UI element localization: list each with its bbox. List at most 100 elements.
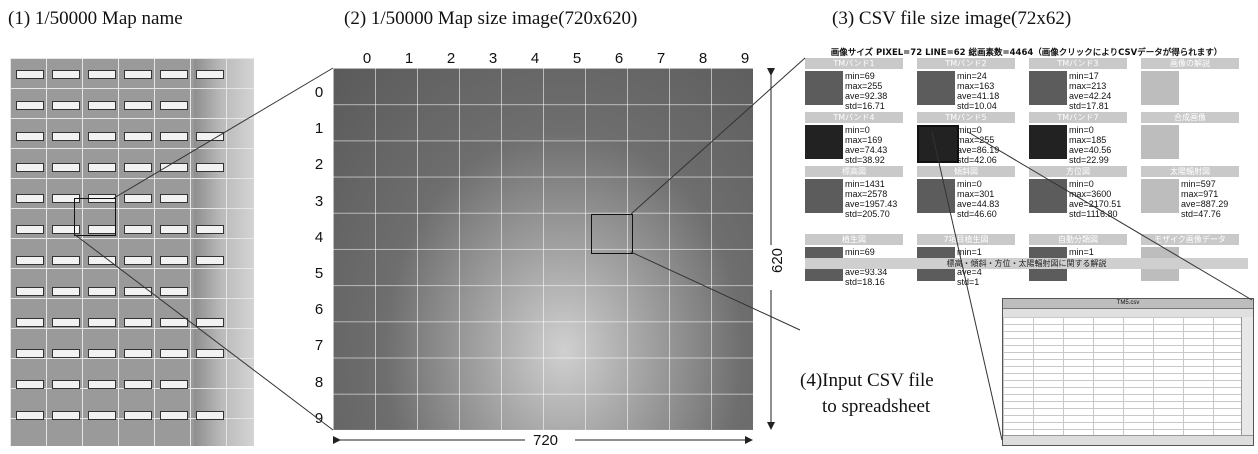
band-cell[interactable]: TMバンド3 min=17 max=213 ave=42.24 std=17.81 xyxy=(1029,58,1127,111)
band-thumbnail[interactable] xyxy=(1141,125,1179,159)
spreadsheet-cells[interactable] xyxy=(1003,317,1241,435)
band-stats: min=0 max=169 ave=74.43 std=38.92 xyxy=(845,125,887,165)
stat-line: max=213 xyxy=(1069,81,1107,91)
stat-line: max=971 xyxy=(1181,189,1219,199)
y-tick-label: 6 xyxy=(314,301,324,319)
map-sheet-name xyxy=(16,225,44,234)
band-thumbnail[interactable] xyxy=(1141,71,1179,105)
spreadsheet-window: TM5.csv xyxy=(1002,298,1254,446)
band-cell[interactable]: 傾斜図 min=0 max=301 ave=44.83 std=46.60 xyxy=(917,166,1015,219)
band-thumbnail[interactable] xyxy=(917,71,955,105)
y-tick-label: 0 xyxy=(314,84,324,101)
band-label: 方位図 xyxy=(1029,166,1127,177)
band-label: 自動分類図 xyxy=(1029,234,1127,245)
stat-line: ave=74.43 xyxy=(845,145,888,155)
band-cell[interactable]: 太陽輻射図 min=597 max=971 ave=887.29 std=47.76 xyxy=(1141,166,1239,219)
map-sheet-name xyxy=(160,349,188,358)
stat-line: min=0 xyxy=(1069,125,1094,135)
band-stats: min=0 max=3600 ave=2170.51 std=1116.80 xyxy=(1069,179,1121,219)
x-tick-label: 8 xyxy=(698,50,708,67)
caption-input-csv-line1: (4)Input CSV file xyxy=(800,370,934,391)
stat-line: ave=1957.43 xyxy=(845,199,898,209)
band-thumbnail[interactable] xyxy=(1029,71,1067,105)
stat-line: std=38.92 xyxy=(845,155,885,165)
map-sheet-name xyxy=(52,163,80,172)
height-label: 620 xyxy=(769,244,787,277)
stat-line: min=1 xyxy=(1069,247,1094,257)
band-cell[interactable]: TMバンド1 min=69 max=255 ave=92.38 std=16.71 xyxy=(805,58,903,111)
map-sheet-name xyxy=(160,101,188,110)
map-sheet-name xyxy=(160,70,188,79)
band-thumbnail[interactable] xyxy=(1029,179,1067,213)
x-tick-label: 0 xyxy=(362,50,372,67)
stat-line: max=169 xyxy=(845,135,883,145)
band-thumbnail[interactable] xyxy=(805,125,843,159)
map-sheet-name xyxy=(52,132,80,141)
band-stats: min=1 xyxy=(1069,247,1094,257)
band-label: TMバンド5 xyxy=(917,112,1015,123)
horizontal-scrollbar[interactable] xyxy=(1003,435,1253,445)
band-cell[interactable]: TMバンド5 min=0 max=255 ave=86.19 std=42.06 xyxy=(917,112,1015,165)
map-sheet-name xyxy=(124,101,152,110)
stat-line: max=163 xyxy=(957,81,995,91)
map-sheet-name xyxy=(160,380,188,389)
stat-line: min=24 xyxy=(957,71,987,81)
band-label: 7項目植生図 xyxy=(917,234,1015,245)
stat-line: min=69 xyxy=(845,247,875,257)
stat-line: min=0 xyxy=(845,125,870,135)
stat-line: min=17 xyxy=(1069,71,1099,81)
map-sheet-name xyxy=(124,256,152,265)
stat-line: max=255 xyxy=(957,135,995,145)
stat-line: max=301 xyxy=(957,189,995,199)
band-stats: min=0 max=185 ave=40.56 std=22.99 xyxy=(1069,125,1111,165)
band-thumbnail[interactable] xyxy=(805,71,843,105)
stat-line: std=205.70 xyxy=(845,209,890,219)
y-tick-label: 5 xyxy=(314,265,324,282)
band-cell[interactable]: 標高図 min=1431 max=2578 ave=1957.43 std=205.70 xyxy=(805,166,903,219)
band-cell[interactable]: TMバンド7 min=0 max=185 ave=40.56 std=22.99 xyxy=(1029,112,1127,165)
y-tick-label: 3 xyxy=(314,192,324,210)
csv-image-panel: 画像サイズ PIXEL=72 LINE=62 総画素数=4464（画像クリックに… xyxy=(805,46,1248,336)
band-thumbnail[interactable] xyxy=(917,179,955,213)
map-sheet-name xyxy=(124,411,152,420)
terrain-note-bar[interactable]: 標高・傾斜・方位・太陽輻射図に関する解説 xyxy=(805,258,1248,269)
map-sheet-name xyxy=(160,132,188,141)
band-cell[interactable]: 合成画像 xyxy=(1141,112,1239,164)
band-cell[interactable]: 画像の解説 xyxy=(1141,58,1239,110)
band-cell[interactable]: TMバンド2 min=24 max=163 ave=41.18 std=10.04 xyxy=(917,58,1015,111)
vertical-scrollbar[interactable] xyxy=(1241,317,1253,435)
stat-line: std=17.81 xyxy=(1069,101,1109,111)
caption-map-name: (1) 1/50000 Map name xyxy=(8,8,183,29)
x-tick-label: 6 xyxy=(614,50,624,67)
map-sheet-name xyxy=(16,318,44,327)
map-sheet-name xyxy=(124,132,152,141)
stat-line: ave=44.83 xyxy=(957,199,1000,209)
map-sheet-name xyxy=(88,349,116,358)
stat-line: ave=2170.51 xyxy=(1069,199,1122,209)
stat-line: min=597 xyxy=(1181,179,1216,189)
map-sheet-name xyxy=(16,194,44,203)
stat-line: ave=41.18 xyxy=(957,91,1000,101)
map-sheet-name xyxy=(160,411,188,420)
band-label: TMバンド3 xyxy=(1029,58,1127,69)
band-cell[interactable]: TMバンド4 min=0 max=169 ave=74.43 std=38.92 xyxy=(805,112,903,165)
band-thumbnail[interactable] xyxy=(917,125,959,163)
map-sheet-name xyxy=(160,194,188,203)
csv-panel-title: 画像サイズ PIXEL=72 LINE=62 総画素数=4464（画像クリックに… xyxy=(830,48,1223,58)
band-thumbnail[interactable] xyxy=(1141,179,1179,213)
map-sheet-name xyxy=(196,411,224,420)
map-sheet-name xyxy=(16,380,44,389)
map-sheet-name xyxy=(16,349,44,358)
band-cell[interactable]: 方位図 min=0 max=3600 ave=2170.51 std=1116.80 xyxy=(1029,166,1127,219)
stat-line: std=10.04 xyxy=(957,101,997,111)
map-sheet-name xyxy=(52,101,80,110)
band-label: モザイク画像データ xyxy=(1141,234,1239,245)
band-thumbnail[interactable] xyxy=(805,179,843,213)
map-sheet-name xyxy=(52,287,80,296)
band-label: TMバンド4 xyxy=(805,112,903,123)
map-sheet-name xyxy=(16,287,44,296)
map-sheet-name xyxy=(52,380,80,389)
band-thumbnail[interactable] xyxy=(1029,125,1067,159)
map-sheet-name xyxy=(16,70,44,79)
band-label: TMバンド1 xyxy=(805,58,903,69)
